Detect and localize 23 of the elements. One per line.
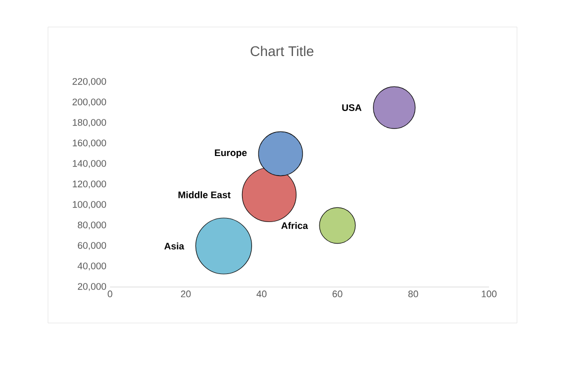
x-tick-label: 80 <box>408 290 418 298</box>
x-tick-label: 0 <box>108 290 112 298</box>
series-label: Middle East <box>178 191 231 198</box>
x-tick-label: 60 <box>332 290 342 298</box>
y-tick-label: 200,000 <box>72 98 106 106</box>
chart-title: Chart Title <box>250 46 314 56</box>
y-tick-label: 180,000 <box>72 119 106 127</box>
series-label: Asia <box>164 242 184 250</box>
y-tick-label: 120,000 <box>72 180 106 188</box>
series-label: Africa <box>281 222 308 229</box>
x-tick-label: 20 <box>180 290 191 298</box>
series-label: USA <box>342 104 362 111</box>
x-tick-label: 100 <box>482 290 497 298</box>
series-label: Europe <box>214 149 247 158</box>
y-tick-label: 140,000 <box>72 160 106 168</box>
y-tick-label: 40,000 <box>78 262 106 270</box>
y-tick-label: 60,000 <box>78 242 106 250</box>
y-tick-label: 160,000 <box>72 140 106 148</box>
y-tick-label: 220,000 <box>72 78 106 86</box>
y-tick-label: 20,000 <box>78 283 106 291</box>
y-tick-label: 100,000 <box>72 201 106 209</box>
x-tick-label: 40 <box>256 290 267 298</box>
y-tick-label: 80,000 <box>78 222 106 230</box>
